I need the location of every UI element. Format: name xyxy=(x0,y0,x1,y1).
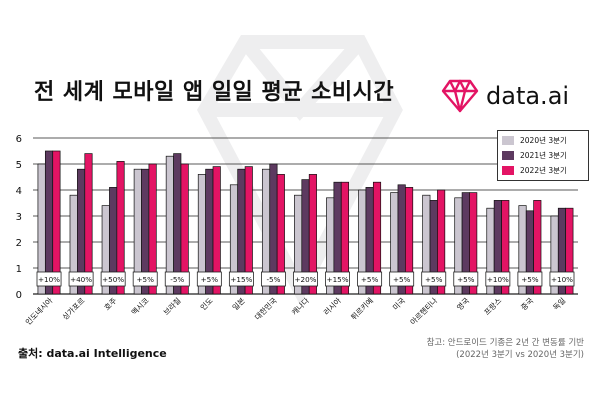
y-tick-label: 5 xyxy=(16,160,22,171)
x-tick-label: 호주 xyxy=(102,296,118,312)
change-label: +5% xyxy=(393,275,411,284)
change-label: +50% xyxy=(102,275,124,284)
bar-2022 xyxy=(116,161,125,295)
bar-2022 xyxy=(52,150,61,295)
bar-2022 xyxy=(405,187,414,295)
change-label: +5% xyxy=(201,275,219,284)
y-tick-label: 3 xyxy=(16,212,22,223)
change-label-box xyxy=(36,271,62,287)
x-tick-label: 독일 xyxy=(551,296,567,312)
change-label-box xyxy=(485,271,511,287)
footnote-line2: (2022년 3분기 vs 2020년 3분기) xyxy=(456,350,584,360)
legend-label-2020: 2020년 3분기 xyxy=(520,136,567,145)
change-label: -5% xyxy=(170,275,184,284)
legend-label-2022: 2022년 3분기 xyxy=(520,166,567,175)
change-label: +15% xyxy=(327,275,349,284)
source-note: 출처: data.ai Intelligence xyxy=(18,347,167,360)
x-tick-label: 아르헨티나 xyxy=(408,295,440,327)
x-tick-label: 대한민국 xyxy=(252,295,279,322)
y-tick-label: 4 xyxy=(16,186,22,197)
change-label-box xyxy=(421,271,447,287)
change-label-box xyxy=(196,271,222,287)
diamond-icon xyxy=(441,79,479,113)
change-label: +10% xyxy=(38,275,60,284)
change-label: +40% xyxy=(70,275,92,284)
x-tick-label: 캐나다 xyxy=(290,296,311,317)
change-label: +5% xyxy=(361,275,379,284)
x-tick-label: 인도 xyxy=(198,295,215,312)
brand-logo: data.ai xyxy=(440,78,569,114)
legend-swatch-2021 xyxy=(502,151,514,160)
x-tick-label: 인도네시아 xyxy=(23,295,55,327)
x-tick-label: 일본 xyxy=(231,296,247,312)
change-label-box xyxy=(517,271,543,287)
change-label-box xyxy=(68,271,94,287)
y-tick-label: 1 xyxy=(16,264,22,275)
y-tick-label: 2 xyxy=(16,238,22,249)
x-tick-label: 튀르키예 xyxy=(348,295,375,322)
legend-swatch-2020 xyxy=(502,136,514,145)
y-tick-label: 6 xyxy=(16,134,22,145)
legend-label-2021: 2021년 3분기 xyxy=(520,151,567,160)
bar-2022 xyxy=(148,163,157,295)
bar-2022 xyxy=(501,200,510,295)
legend-item-2020: 2020년 3분기 xyxy=(502,133,584,148)
change-label: +15% xyxy=(230,275,252,284)
change-label-box xyxy=(132,271,158,287)
footnote: 참고: 안드로이드 기종은 2년 간 변동률 기반 (2022년 3분기 vs … xyxy=(427,337,584,361)
bar-2022 xyxy=(372,181,382,295)
change-label-box xyxy=(261,271,286,287)
bar-2022 xyxy=(565,207,574,295)
change-label-box xyxy=(325,271,350,287)
x-tick-label: 프랑스 xyxy=(482,296,503,317)
bar-2022 xyxy=(84,153,93,295)
x-tick-label: 멕시코 xyxy=(129,295,151,317)
change-label-box xyxy=(549,271,575,287)
bar-2022 xyxy=(308,174,317,295)
x-tick-label: 미국 xyxy=(391,296,407,312)
bar-2022 xyxy=(244,166,253,295)
change-label: +5% xyxy=(457,275,475,284)
change-label-box xyxy=(164,271,190,287)
bar-2022 xyxy=(533,200,542,295)
change-label-box xyxy=(357,271,383,287)
change-label-box xyxy=(389,271,415,287)
x-tick-label: 브라질 xyxy=(162,296,183,317)
chart-legend: 2020년 3분기 2021년 3분기 2022년 3분기 xyxy=(497,130,589,181)
x-tick-label: 중국 xyxy=(519,296,535,312)
change-label-box xyxy=(293,271,318,287)
legend-swatch-2022 xyxy=(502,166,514,175)
footnote-line1: 참고: 안드로이드 기종은 2년 간 변동률 기반 xyxy=(426,338,584,348)
x-tick-label: 싱가포르 xyxy=(60,295,87,322)
change-label-box xyxy=(453,271,479,287)
bar-2022 xyxy=(437,189,446,295)
x-tick-label: 영국 xyxy=(454,295,471,312)
bar-2022 xyxy=(340,181,350,295)
change-label: +5% xyxy=(521,275,539,284)
y-tick-label: 0 xyxy=(16,290,22,301)
change-label: +5% xyxy=(136,275,154,284)
bar-2022 xyxy=(180,163,189,295)
change-label: +10% xyxy=(487,275,509,284)
change-label: -5% xyxy=(266,275,280,284)
bar-2022 xyxy=(212,166,221,295)
change-label: +10% xyxy=(551,275,573,284)
brand-name: data.ai xyxy=(486,82,570,110)
legend-item-2021: 2021년 3분기 xyxy=(502,148,584,163)
change-label-box xyxy=(228,271,254,287)
change-label: +5% xyxy=(425,275,443,284)
change-label-box xyxy=(100,271,126,287)
bar-2022 xyxy=(469,192,478,295)
bar-2022 xyxy=(276,174,285,295)
page-title: 전 세계 모바일 앱 일일 평균 소비시간 xyxy=(34,80,395,105)
legend-item-2022: 2022년 3분기 xyxy=(502,163,584,178)
change-label: +20% xyxy=(295,275,317,284)
x-tick-label: 러시아 xyxy=(321,295,343,317)
